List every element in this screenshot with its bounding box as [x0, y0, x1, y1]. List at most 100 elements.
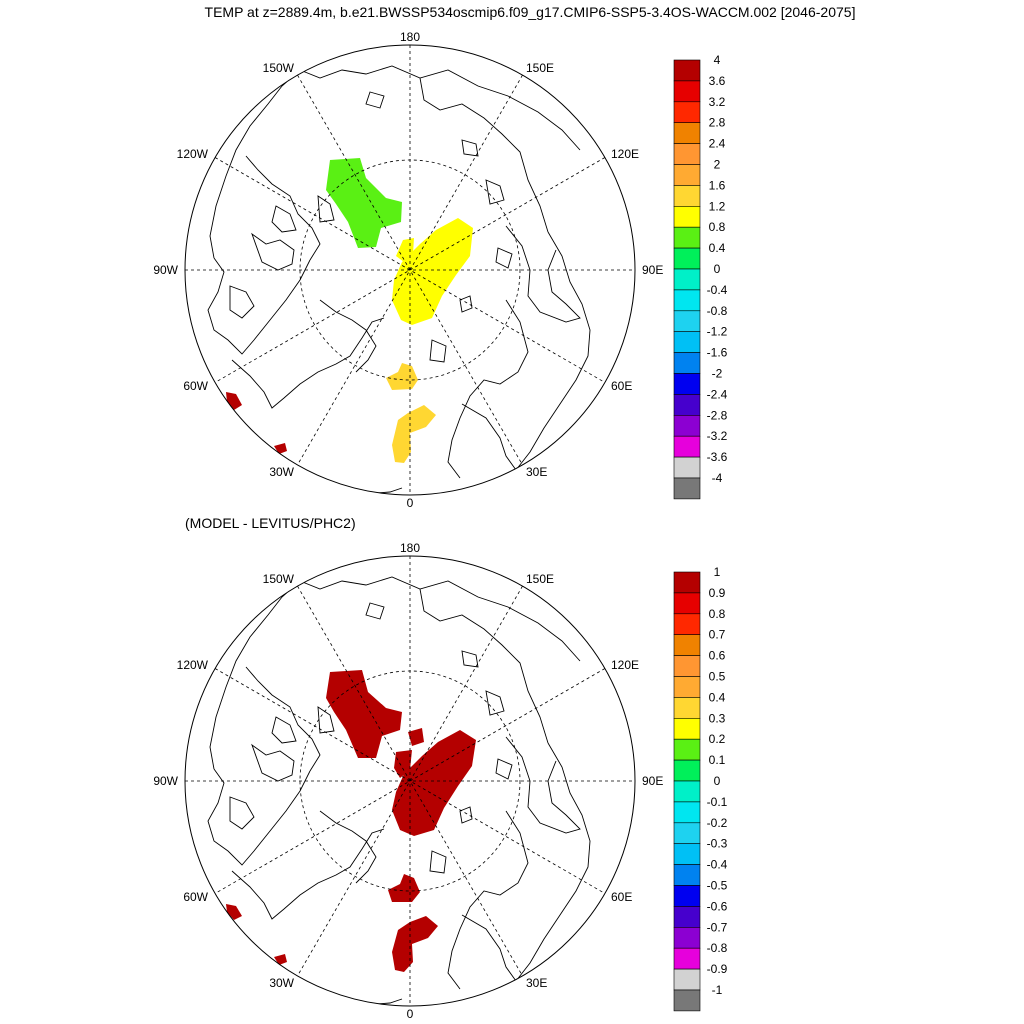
colorbar-swatch: [673, 738, 701, 761]
colorbar-swatch: [673, 185, 701, 207]
lon-label-0: 0: [407, 1007, 414, 1021]
lon-label-0: 0: [407, 496, 414, 510]
colorbar-swatch: [673, 101, 701, 124]
colorbar-swatch: [673, 164, 701, 186]
lon-label-90w: 90W: [153, 263, 178, 277]
lon-label-150w: 150W: [263, 61, 295, 75]
colorbar-label: 0.6: [709, 649, 726, 663]
colorbar-top: 4 3.6 3.2 2.8 2.4 2 1.6 1.2 0.8 0.4 0 -0.4 -0.8 -1.2 -…: [673, 53, 728, 500]
colorbar-label: -0.8: [707, 304, 728, 318]
lon-label-30e: 30E: [526, 465, 547, 479]
lon-label-90e: 90E: [642, 774, 663, 788]
colorbar-label: -0.9: [707, 962, 728, 976]
colorbar-swatch: [673, 801, 701, 824]
colorbar-swatch: [673, 697, 701, 719]
colorbar-swatch: [673, 634, 701, 656]
colorbar-label: 0: [714, 774, 721, 788]
colorbar-swatch: [673, 717, 701, 740]
colorbar-swatch: [673, 947, 701, 970]
colorbar-label: -3.2: [707, 429, 728, 443]
colorbar-label: 3.6: [709, 74, 726, 88]
colorbar-label: -2.4: [707, 387, 728, 401]
colorbar-bottom: 1 0.9 0.8 0.7 0.6 0.5 0.4 0.3 0.2 0.1 0 -0.1 -0.2 -0.…: [673, 565, 728, 1012]
colorbar-label: 2.4: [709, 137, 726, 151]
difference-region-south-b: [392, 916, 438, 972]
colorbar-swatch: [673, 310, 701, 332]
colorbar-swatch: [673, 80, 701, 103]
colorbar-label: -0.4: [707, 283, 728, 297]
colorbar-label: 1.6: [709, 178, 726, 192]
colorbar-swatch: [673, 394, 701, 416]
colorbar-swatch: [673, 759, 701, 782]
lon-label-120w: 120W: [177, 147, 209, 161]
colorbar-label: -2.8: [707, 408, 728, 422]
colorbar-swatch: [673, 456, 701, 479]
colorbar-swatch: [673, 843, 701, 865]
colorbar-swatch: [673, 655, 701, 677]
lon-label-30e: 30E: [526, 976, 547, 990]
lon-label-90w: 90W: [153, 774, 178, 788]
anomaly-region-gold-b: [392, 405, 436, 463]
anomaly-region-red-a: [226, 392, 242, 410]
longitude-labels: 180 0 90W 90E 150W 150E 120W 120E 60W 60…: [153, 30, 663, 510]
anomaly-region-gold-a: [386, 363, 418, 390]
difference-region-west-b: [274, 954, 287, 965]
colorbar-label: 3.2: [709, 95, 726, 109]
lon-label-60w: 60W: [183, 890, 208, 904]
colorbar-swatch: [673, 143, 701, 165]
colorbar-swatch: [673, 613, 701, 635]
colorbar-label: 0.8: [709, 220, 726, 234]
colorbar-label: 0.5: [709, 670, 726, 684]
colorbar-label: -1: [712, 983, 723, 997]
colorbar-swatch: [673, 906, 701, 928]
figure-subtitle: (MODEL - LEVITUS/PHC2): [185, 515, 356, 531]
lon-label-60e: 60E: [611, 379, 632, 393]
colorbar-swatch: [673, 247, 701, 270]
colorbar-label: -0.1: [707, 795, 728, 809]
colorbar-label: -0.3: [707, 837, 728, 851]
colorbar-swatch: [673, 477, 701, 500]
lon-label-120e: 120E: [611, 658, 639, 672]
colorbar-swatch: [673, 676, 701, 698]
colorbar-swatch: [673, 968, 701, 991]
colorbar-label: 0.4: [709, 690, 726, 704]
colorbar-label: -0.8: [707, 941, 728, 955]
colorbar-label: -2: [712, 367, 723, 381]
colorbar-swatch: [673, 352, 701, 374]
colorbar-swatch: [673, 592, 701, 615]
difference-region-small-b: [394, 750, 412, 778]
lon-label-180: 180: [400, 541, 420, 555]
colorbar-label: 0.8: [709, 607, 726, 621]
colorbar-label: -0.4: [707, 858, 728, 872]
colorbar-label: -0.7: [707, 920, 728, 934]
difference-region-south-a: [388, 874, 420, 902]
longitude-labels-bottom: 180 0 90W 90E 150W 150E 120W 120E 60W 60…: [153, 541, 663, 1021]
colorbar-swatch: [673, 926, 701, 949]
lon-label-180: 180: [400, 30, 420, 44]
colorbar-label: -1.6: [707, 346, 728, 360]
colorbar-label: -1.2: [707, 325, 728, 339]
figure-title: TEMP at z=2889.4m, b.e21.BWSSP534oscmip6…: [205, 4, 856, 20]
colorbar-swatch: [673, 864, 701, 886]
lon-label-60e: 60E: [611, 890, 632, 904]
lon-label-150e: 150E: [526, 572, 554, 586]
lon-label-30w: 30W: [269, 976, 294, 990]
graticule-bottom: [185, 556, 635, 1006]
colorbar-label: -0.5: [707, 879, 728, 893]
anomaly-region-green: [326, 158, 402, 248]
map-boundary-bottom: [184, 555, 636, 1007]
colorbar-swatch: [673, 289, 701, 312]
difference-region-central: [392, 730, 476, 836]
lon-label-120w: 120W: [177, 658, 209, 672]
colorbar-swatch: [673, 268, 701, 291]
lon-label-150e: 150E: [526, 61, 554, 75]
lon-label-60w: 60W: [183, 379, 208, 393]
colorbar-label: -0.2: [707, 816, 728, 830]
colorbar-label: 0.3: [709, 711, 726, 725]
anomaly-region-yellow-large: [392, 218, 473, 325]
colorbar-swatch: [673, 59, 701, 82]
colorbar-swatch: [673, 122, 701, 144]
colorbar-swatch: [673, 435, 701, 458]
difference-region-west-a: [226, 904, 242, 920]
